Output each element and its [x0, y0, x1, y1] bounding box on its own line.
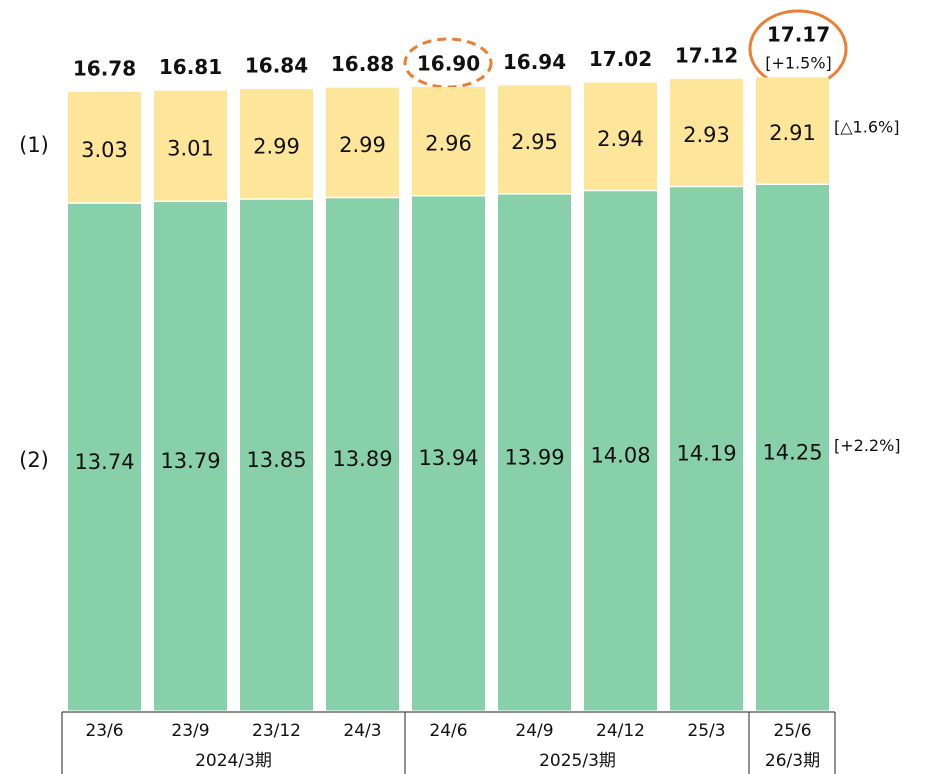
segment-label: 2.99 [339, 133, 386, 157]
segment-label: 3.01 [167, 136, 214, 160]
segment-label: 2.96 [425, 132, 472, 156]
total-label: 16.81 [159, 55, 222, 79]
segment-label: 13.99 [504, 445, 564, 469]
x-tick-label: 23/6 [85, 721, 123, 741]
bar-segment [756, 77, 829, 184]
x-tick-label: 25/3 [687, 721, 725, 741]
bar-segment [670, 78, 743, 186]
segment-label: 14.19 [676, 442, 736, 466]
total-label: 16.84 [245, 54, 308, 78]
legend-label: (2) [19, 448, 49, 472]
segment-label: 14.08 [590, 444, 650, 468]
bar-segment [240, 199, 313, 711]
bar-segment [498, 85, 571, 194]
bar-segment [756, 184, 829, 711]
x-tick-label: 24/6 [429, 721, 467, 741]
bar-segment [326, 87, 399, 197]
total-change: [+1.5%] [765, 54, 832, 73]
group-label: 26/3期 [765, 751, 820, 771]
segment-label: 2.94 [597, 127, 644, 151]
segment-label: 2.93 [683, 123, 730, 147]
bar-segment [68, 203, 141, 711]
bar-segment [154, 90, 227, 201]
x-tick-label: 23/12 [252, 721, 301, 741]
bar-segment [154, 202, 227, 711]
total-label: 16.88 [331, 52, 394, 76]
segment-label: 13.89 [332, 447, 392, 471]
total-label: 16.94 [503, 50, 566, 74]
total-label: 16.78 [73, 56, 136, 80]
segment-label: 13.74 [74, 450, 134, 474]
bar-segment [584, 191, 657, 711]
x-tick-label: 24/12 [596, 721, 645, 741]
bar-segment [326, 198, 399, 711]
segment-label: 2.99 [253, 134, 300, 158]
series-change: [△1.6%] [834, 118, 899, 137]
bar-segment [412, 196, 485, 711]
segment-label: 2.91 [769, 121, 816, 145]
legend-label: (1) [19, 133, 49, 157]
x-tick-label: 24/9 [515, 721, 553, 741]
segment-label: 14.25 [762, 440, 822, 464]
bar-segment [670, 187, 743, 711]
total-label: 17.02 [589, 47, 652, 71]
segment-label: 13.85 [246, 448, 306, 472]
bar-segment [240, 89, 313, 199]
group-label: 2024/3期 [195, 751, 272, 771]
total-label: 17.12 [675, 43, 738, 67]
group-label: 2025/3期 [539, 751, 616, 771]
total-label: 17.17 [767, 23, 830, 47]
bar-segment [68, 91, 141, 203]
x-tick-label: 23/9 [171, 721, 209, 741]
segment-label: 3.03 [81, 138, 128, 162]
segment-label: 2.95 [511, 130, 558, 154]
series-change: [+2.2%] [834, 436, 901, 455]
total-label: 16.90 [417, 51, 480, 75]
bar-segment [584, 82, 657, 190]
segment-label: 13.79 [160, 449, 220, 473]
segment-label: 13.94 [418, 446, 478, 470]
x-tick-label: 24/3 [343, 721, 381, 741]
bar-segment [498, 194, 571, 711]
bar-segment [412, 86, 485, 195]
x-tick-label: 25/6 [773, 721, 811, 741]
